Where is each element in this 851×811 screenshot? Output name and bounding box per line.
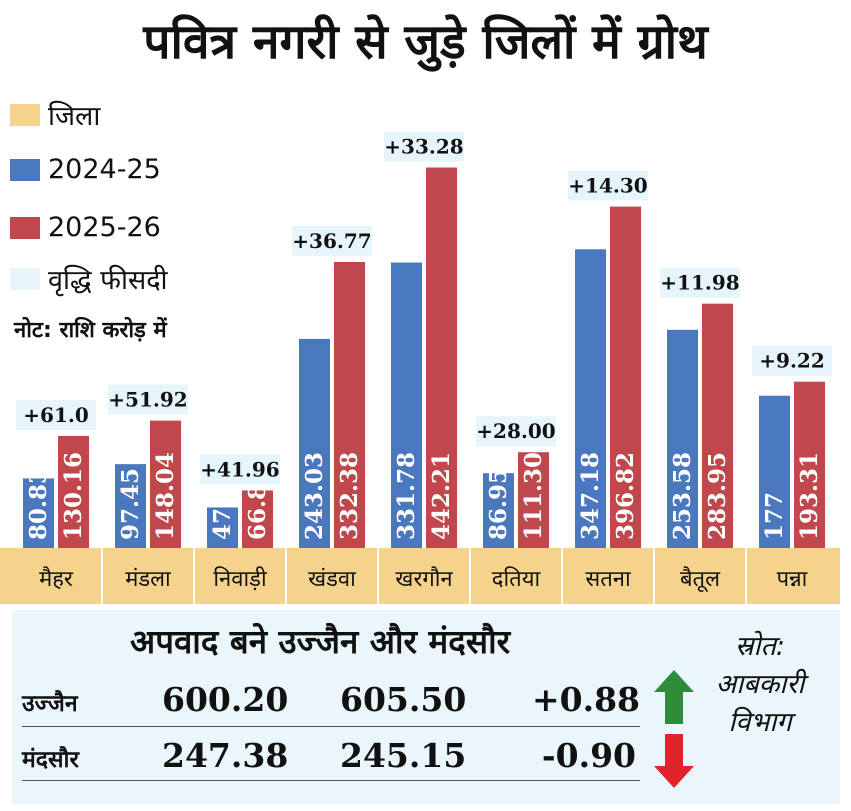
category-label: खंडवा	[308, 567, 356, 592]
category-strip	[0, 548, 840, 604]
legend-item-growth: वृद्धि फीसदी	[10, 260, 168, 297]
growth-badge	[200, 454, 280, 485]
bar-value-label: 130.16	[60, 452, 87, 540]
growth-label: +61.0	[23, 403, 88, 427]
growth-label: +51.92	[108, 388, 187, 412]
growth-label: +11.98	[660, 271, 739, 295]
page-title: पवित्र नगरी से जुड़े जिलों में ग्रोथ	[143, 14, 708, 70]
bar-2024-25	[23, 478, 54, 548]
bar-2025-26	[242, 490, 273, 548]
row-value-2024-25: 600.20	[162, 680, 289, 719]
legend-item-district: जिला	[10, 96, 100, 133]
legend-label-2025-26: 2025-26	[48, 212, 161, 243]
growth-badge	[568, 170, 648, 201]
row-name: उज्जैन	[22, 691, 78, 717]
exceptions-panel	[12, 610, 840, 804]
legend-label-district: जिला	[48, 101, 101, 132]
growth-badge	[660, 267, 740, 298]
growth-badge	[752, 345, 832, 376]
bar-value-label: 442.21	[428, 452, 455, 540]
category-label: सतना	[585, 567, 631, 592]
row-change: -0.90	[541, 736, 636, 775]
bar-2025-26	[518, 452, 549, 548]
bar-2024-25	[391, 262, 422, 548]
bar-2024-25	[299, 338, 330, 548]
bar-2024-25	[667, 329, 698, 548]
row-value-2025-26: 245.15	[340, 736, 467, 775]
bar-2025-26	[334, 262, 365, 548]
exceptions-title: अपवाद बने उज्जैन और मंदसौर	[130, 622, 511, 661]
arrow-up-icon	[654, 670, 694, 724]
source-note: स्रोत: आबकारी विभाग	[690, 628, 830, 742]
bar-chart: 80.83 130.16 +61.0 मैहर 97.45 148.04 +51.92 मंड…	[16, 131, 832, 604]
bar-value-label: 332.38	[336, 452, 363, 540]
bar-2025-26	[702, 303, 733, 548]
growth-badge	[16, 400, 96, 431]
growth-label: +33.28	[384, 135, 463, 159]
bar-2024-25	[207, 507, 238, 548]
legend-item-2024-25: 2024-25	[10, 154, 161, 185]
category-label: दतिया	[492, 566, 541, 592]
category-label: बैतूल	[680, 566, 721, 593]
row-value-2025-26: 605.50	[340, 680, 467, 719]
category-label: पन्ना	[777, 567, 808, 592]
bar-2025-26	[150, 420, 181, 548]
bar-2025-26	[58, 436, 89, 548]
bar-2025-26	[610, 206, 641, 548]
legend-swatch-2025-26	[10, 216, 40, 239]
growth-label: +41.96	[200, 457, 279, 481]
growth-badge	[384, 131, 464, 162]
bar-2024-25	[575, 249, 606, 548]
bar-value-label: 111.30	[520, 452, 547, 540]
legend-item-2025-26: 2025-26	[10, 212, 161, 243]
growth-label: +9.22	[759, 349, 824, 373]
growth-label: +14.30	[568, 174, 647, 198]
bar-value-label: 243.03	[301, 452, 328, 540]
bar-2025-26	[426, 167, 457, 549]
source-label: स्रोत:	[734, 631, 785, 662]
note: नोट: राशि करोड़ में	[14, 318, 167, 343]
row-value-2024-25: 247.38	[162, 736, 289, 775]
arrow-down-icon	[654, 734, 694, 788]
bar-value-label: 347.18	[577, 452, 604, 540]
source-org: आबकारी विभाग	[715, 669, 805, 738]
row-change: +0.88	[532, 680, 641, 719]
row-divider	[22, 726, 640, 727]
row-name: मंदसौर	[22, 747, 79, 773]
category-label: खरगौन	[395, 566, 453, 592]
category-label: निवाड़ी	[213, 566, 267, 592]
legend-swatch-district	[10, 103, 40, 126]
legend-swatch-2024-25	[10, 158, 40, 181]
legend-swatch-growth	[10, 267, 40, 290]
bar-value-label: 177	[761, 492, 788, 540]
growth-badge	[292, 226, 372, 257]
category-label: मंडला	[125, 567, 171, 592]
growth-label: +28.00	[476, 419, 555, 443]
bar-value-label: 283.95	[704, 452, 731, 540]
legend-label-2024-25: 2024-25	[48, 154, 161, 185]
growth-badge	[476, 416, 556, 447]
bar-2024-25	[115, 464, 146, 548]
category-label: मैहर	[39, 566, 74, 592]
bar-value-label: 86.95	[485, 468, 512, 540]
bar-2025-26	[794, 381, 825, 548]
bar-value-label: 148.04	[152, 452, 179, 540]
legend-label-growth: वृद्धि फीसदी	[48, 265, 168, 296]
bar-value-label: 97.45	[117, 468, 144, 540]
bar-2024-25	[759, 395, 790, 548]
growth-label: +36.77	[292, 229, 371, 253]
row-divider	[22, 780, 640, 781]
bar-value-label: 193.31	[796, 452, 823, 540]
bar-value-label: 80.83	[25, 468, 52, 540]
bar-value-label: 396.82	[612, 452, 639, 540]
bar-2024-25	[483, 473, 514, 548]
bar-value-label: 253.58	[669, 452, 696, 540]
growth-badge	[108, 384, 188, 415]
bar-value-label: 331.78	[393, 452, 420, 540]
